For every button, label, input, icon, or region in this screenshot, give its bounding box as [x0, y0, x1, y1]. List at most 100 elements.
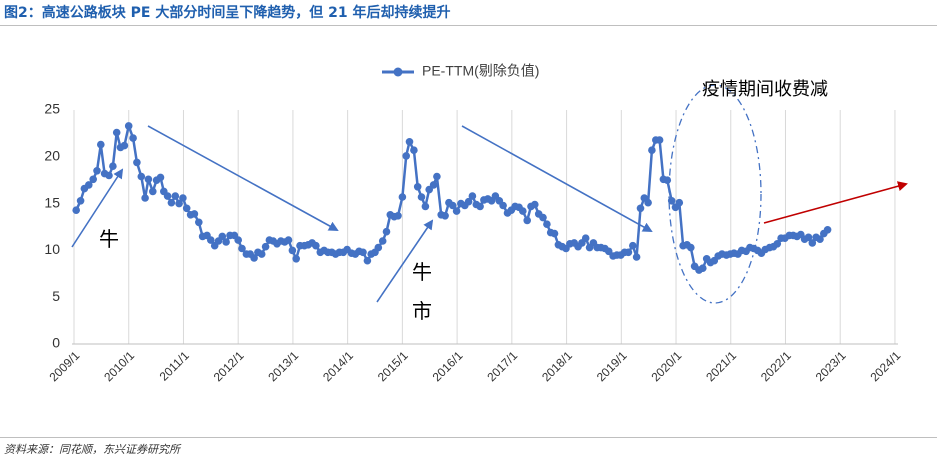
data-point — [238, 244, 246, 253]
data-point — [413, 183, 422, 191]
y-tick-label: 10 — [44, 241, 60, 257]
trend-arrow-up-2021-2024 — [763, 181, 908, 224]
data-point — [234, 236, 242, 244]
data-point — [133, 158, 141, 167]
data-point — [195, 218, 203, 227]
data-point — [468, 192, 477, 200]
data-point — [179, 194, 187, 202]
data-point — [129, 134, 137, 142]
data-point — [363, 256, 372, 265]
x-tick-label: 2010/1 — [101, 348, 137, 384]
trend-arrow-down-2016-2019 — [461, 125, 653, 232]
data-point — [120, 141, 129, 150]
data-point — [261, 242, 270, 251]
data-point — [93, 167, 101, 175]
x-tick-label: 2015/1 — [375, 348, 411, 384]
data-point — [410, 146, 418, 154]
data-point — [667, 197, 676, 205]
data-point — [156, 173, 165, 182]
header-divider — [0, 25, 937, 26]
x-tick-label: 2011/1 — [157, 348, 192, 383]
data-point — [550, 229, 559, 238]
series-markers — [72, 122, 832, 274]
data-point — [452, 207, 461, 215]
data-point — [190, 210, 199, 218]
data-point — [519, 207, 527, 215]
data-point — [250, 254, 258, 262]
data-point — [699, 264, 707, 273]
data-point — [417, 193, 426, 201]
data-point — [109, 162, 117, 170]
data-point — [539, 213, 547, 222]
x-tick-label: 2024/1 — [867, 348, 903, 384]
annotation-bull-label-2009: 牛 — [99, 227, 119, 251]
data-point — [112, 128, 121, 137]
data-point — [149, 187, 157, 196]
data-point — [312, 241, 320, 250]
vertical-gridlines — [73, 110, 896, 344]
x-tick-label: 2014/1 — [320, 348, 356, 384]
legend: PE-TTM(剔除负值) — [382, 63, 539, 79]
data-point — [476, 202, 484, 211]
data-point — [144, 175, 153, 184]
data-point — [464, 197, 473, 206]
x-tick-label: 2022/1 — [758, 348, 794, 384]
data-point — [429, 181, 438, 189]
source-note: 资料来源：同花顺，东兴证券研究所 — [4, 443, 180, 456]
data-point — [182, 204, 191, 213]
data-point — [655, 136, 664, 144]
data-point — [433, 172, 441, 181]
data-point — [292, 254, 301, 263]
x-tick-label: 2012/1 — [211, 348, 247, 384]
series-line-pe-ttm — [75, 124, 829, 272]
data-point — [632, 253, 641, 261]
y-tick-label: 5 — [52, 288, 60, 304]
data-point — [141, 194, 149, 202]
data-point — [531, 200, 539, 209]
x-tick-label: 2020/1 — [649, 348, 685, 384]
data-point — [687, 243, 695, 252]
data-point — [137, 172, 146, 181]
data-point — [543, 220, 551, 228]
data-point — [257, 250, 266, 258]
data-point — [89, 175, 97, 184]
data-point — [581, 234, 590, 242]
figure-title: 图2：高速公路板块 PE 大部分时间呈下降趋势，但 21 年后却持续提升 — [4, 5, 451, 21]
legend-label: PE-TTM(剔除负值) — [422, 63, 539, 79]
data-point — [359, 248, 367, 257]
trend-arrow-up-2015 — [376, 219, 434, 303]
data-point — [218, 232, 227, 241]
data-point — [648, 146, 656, 154]
y-tick-label: 20 — [44, 148, 60, 164]
data-point — [374, 243, 383, 252]
x-tick-label: 2018/1 — [539, 348, 575, 384]
data-point — [499, 201, 507, 210]
annotation-bull-label-2015-bottom: 市 — [412, 299, 432, 323]
x-tick-label: 2013/1 — [265, 348, 301, 384]
x-tick-labels: 2009/1 2010/1 2011/1 2012/1 2013/1 2014/1 2015… — [46, 348, 903, 384]
x-tick-label: 2021/1 — [703, 348, 739, 384]
data-point — [167, 198, 176, 207]
data-point — [97, 140, 105, 149]
footer-divider — [0, 437, 937, 438]
annotation-bull-label-2015-top: 牛 — [412, 260, 432, 284]
data-point — [76, 197, 85, 205]
data-point — [808, 239, 817, 247]
legend-swatch-marker — [393, 67, 403, 77]
annotation-covid-label: 疫情期间收费减 — [702, 79, 828, 100]
data-point — [405, 138, 414, 146]
data-point — [394, 212, 402, 220]
y-tick-label: 0 — [52, 335, 60, 351]
data-point — [163, 192, 172, 200]
y-tick-label: 25 — [44, 101, 60, 117]
data-point — [675, 198, 684, 207]
y-tick-label: 15 — [44, 194, 60, 210]
data-point — [823, 226, 832, 234]
data-point — [207, 236, 215, 244]
data-point — [773, 240, 782, 248]
data-point — [378, 237, 387, 245]
data-point — [636, 204, 645, 213]
data-point — [72, 206, 80, 214]
data-point — [284, 236, 293, 244]
covid-highlight-ellipse — [668, 84, 762, 304]
